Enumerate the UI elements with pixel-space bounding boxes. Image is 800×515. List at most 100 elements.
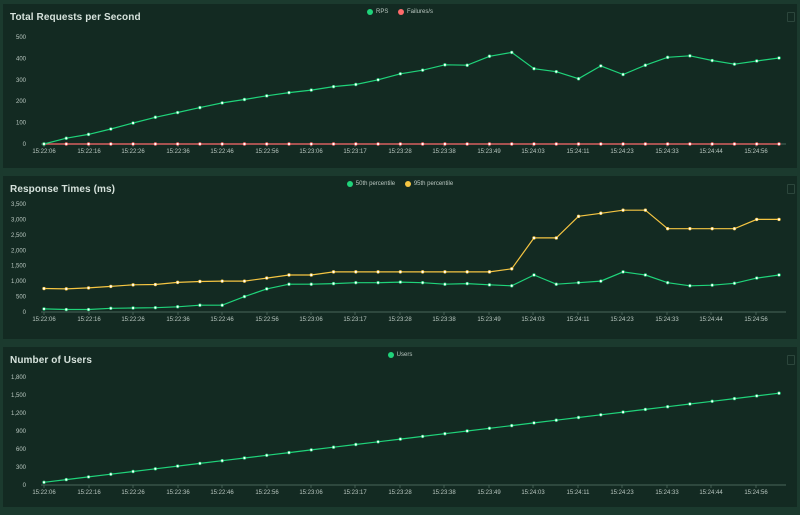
data-point [287, 450, 291, 455]
data-point [198, 461, 202, 466]
data-point [732, 226, 737, 231]
y-tick-label: 3,000 [11, 217, 27, 223]
data-point [109, 142, 113, 146]
x-tick-label: 15:22:16 [77, 149, 101, 155]
legend-label: 95th percentile [413, 181, 454, 187]
data-point [755, 276, 759, 280]
data-point [64, 142, 68, 146]
data-point [576, 77, 581, 81]
data-point [643, 407, 648, 412]
data-point [109, 127, 113, 131]
data-point [309, 448, 313, 452]
legend-label: RPS [375, 9, 389, 15]
response-times-chart-legend[interactable]: 50th percentile 95th percentile [3, 181, 797, 188]
y-tick-label: 300 [16, 78, 27, 84]
x-tick-label: 15:24:33 [655, 149, 679, 155]
rps-chart-svg: 0 100 200 300 400 500 15:22:06 15:22:16 15:22:26… [16, 35, 786, 155]
data-point [665, 55, 670, 60]
y-tick-label: 400 [16, 56, 27, 62]
legend-item-95th-percentile[interactable]: 95th percentile [404, 181, 454, 188]
data-point [109, 284, 113, 289]
data-point [532, 421, 536, 425]
x-tick-label: 15:24:03 [521, 490, 545, 496]
data-point [175, 280, 180, 285]
legend-item-rps[interactable]: RPS [366, 9, 389, 16]
legend-dot-icon [404, 181, 411, 187]
data-point [220, 279, 224, 283]
data-point [554, 142, 558, 146]
x-tick-label: 15:22:46 [210, 490, 234, 496]
data-point [420, 434, 425, 439]
data-point [688, 54, 692, 58]
y-tick-label: 1,500 [11, 264, 27, 270]
x-tick-label: 15:22:36 [166, 149, 190, 155]
data-point [198, 279, 202, 284]
data-point [242, 279, 247, 283]
data-point [755, 217, 759, 222]
data-point [532, 236, 536, 240]
y-tick-label: 1,500 [11, 393, 27, 399]
data-point [64, 287, 68, 291]
data-point [443, 282, 447, 286]
data-point [621, 72, 625, 77]
x-tick-label: 15:22:26 [121, 149, 145, 155]
x-tick-label: 15:23:06 [299, 149, 323, 155]
x-tick-label: 15:23:06 [299, 490, 323, 496]
x-tick-label: 15:24:23 [610, 490, 634, 496]
chart-menu-icon[interactable] [787, 12, 795, 22]
x-tick-label: 15:23:38 [432, 149, 456, 155]
x-tick-label: 15:22:06 [32, 149, 56, 155]
x-tick-label: 15:24:44 [699, 490, 723, 496]
data-point [265, 287, 269, 291]
y-tick-label: 500 [16, 295, 27, 301]
chart-menu-icon[interactable] [787, 184, 795, 194]
y-tick-label: 100 [16, 121, 27, 127]
rps-chart-legend[interactable]: RPS Failures/s [3, 9, 797, 16]
legend-item-users[interactable]: Users [387, 352, 412, 359]
series-line [43, 51, 780, 145]
chart-menu-icon[interactable] [787, 355, 795, 365]
data-point [732, 396, 737, 401]
y-tick-label: 3,500 [11, 202, 27, 208]
data-point [354, 270, 358, 274]
data-point [443, 270, 447, 274]
legend-item-50th-percentile[interactable]: 50th percentile [346, 181, 395, 188]
data-point [331, 445, 336, 449]
data-point [443, 431, 447, 436]
data-point [554, 236, 558, 240]
data-point [465, 281, 469, 286]
data-point [599, 211, 603, 215]
response-times-chart-svg: 0 500 1,000 1,500 2,000 2,500 3,000 3,500 15:22:… [11, 202, 786, 323]
data-point [175, 110, 180, 115]
data-point [153, 282, 158, 287]
data-point [198, 142, 202, 146]
users-chart-legend[interactable]: Users [3, 352, 797, 359]
response-times-chart-title: Response Times (ms) [10, 184, 116, 195]
rps-chart-title: Total Requests per Second [10, 12, 141, 23]
data-point [86, 286, 91, 290]
x-tick-label: 15:24:56 [744, 490, 768, 496]
data-point [732, 142, 737, 146]
data-point [42, 286, 46, 291]
data-point [153, 142, 158, 146]
data-point [309, 273, 313, 277]
x-tick-label: 15:23:17 [343, 317, 367, 323]
data-point [599, 142, 603, 146]
data-point [376, 142, 380, 146]
data-point [153, 115, 158, 119]
x-tick-label: 15:22:26 [121, 317, 145, 323]
x-tick-label: 15:22:46 [210, 149, 234, 155]
x-tick-label: 15:22:06 [32, 317, 56, 323]
x-tick-label: 15:24:23 [610, 149, 634, 155]
data-point [131, 142, 135, 146]
data-point [376, 440, 380, 444]
data-point [576, 142, 581, 146]
data-point [354, 142, 358, 146]
data-point [532, 66, 536, 71]
data-point [354, 442, 358, 447]
legend-item-failures[interactable]: Failures/s [398, 9, 433, 16]
data-point [242, 456, 247, 460]
data-point [64, 136, 68, 140]
data-point [265, 453, 269, 458]
data-point [64, 477, 68, 482]
